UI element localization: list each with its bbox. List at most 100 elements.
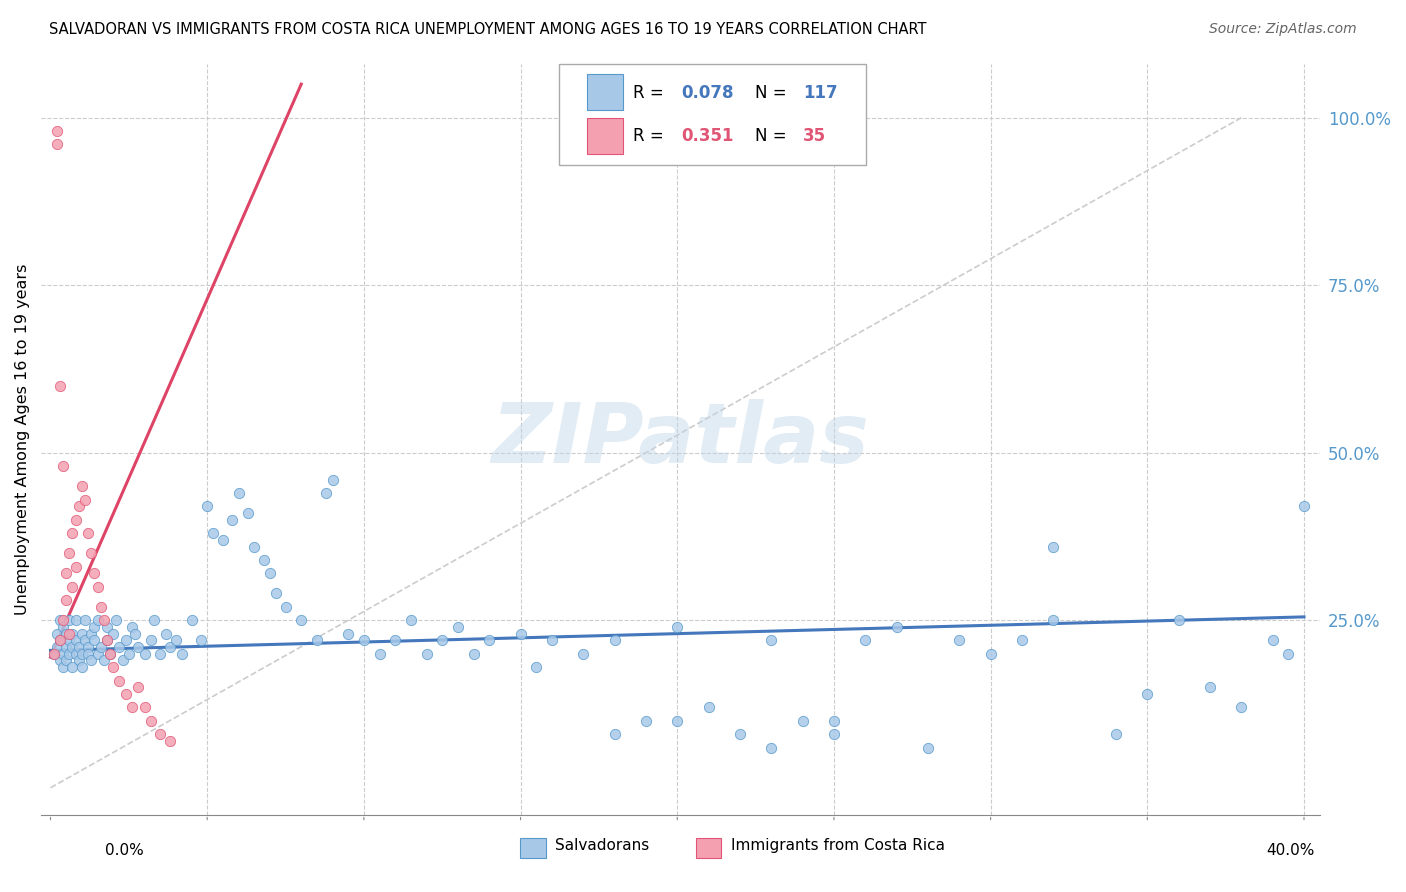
- Text: 35: 35: [803, 128, 827, 145]
- Point: [368, 647, 391, 661]
- Point: [90, 599, 112, 614]
- Point: [1136, 687, 1159, 701]
- Point: [415, 647, 437, 661]
- Point: [159, 734, 181, 748]
- Point: [121, 700, 143, 714]
- Point: [478, 633, 501, 648]
- Point: [73, 613, 96, 627]
- Point: [1167, 613, 1189, 627]
- Point: [853, 633, 876, 648]
- Point: [103, 660, 125, 674]
- Point: [353, 633, 375, 648]
- Point: [77, 526, 100, 541]
- Point: [55, 566, 77, 581]
- Point: [62, 580, 84, 594]
- Point: [58, 613, 80, 627]
- Point: [45, 640, 67, 654]
- Point: [67, 653, 90, 667]
- Point: [70, 479, 93, 493]
- Point: [761, 633, 783, 648]
- Point: [67, 640, 90, 654]
- Point: [172, 647, 194, 661]
- Point: [149, 647, 172, 661]
- Point: [165, 633, 187, 648]
- Point: [1261, 633, 1284, 648]
- Text: N =: N =: [755, 128, 792, 145]
- Point: [447, 620, 470, 634]
- Point: [134, 647, 156, 661]
- Text: Source: ZipAtlas.com: Source: ZipAtlas.com: [1209, 22, 1357, 37]
- Text: R =: R =: [633, 84, 669, 103]
- Text: ZIPatlas: ZIPatlas: [492, 399, 869, 480]
- Point: [603, 633, 626, 648]
- Point: [121, 620, 143, 634]
- Point: [236, 506, 259, 520]
- Text: 0.351: 0.351: [682, 128, 734, 145]
- Point: [149, 727, 172, 741]
- Point: [80, 653, 103, 667]
- Point: [86, 647, 108, 661]
- Point: [728, 727, 751, 741]
- Point: [1199, 680, 1222, 694]
- Point: [337, 626, 360, 640]
- Point: [524, 660, 547, 674]
- Point: [212, 533, 235, 547]
- Point: [73, 492, 96, 507]
- Point: [52, 620, 75, 634]
- Point: [45, 124, 67, 138]
- Point: [264, 586, 287, 600]
- Point: [58, 546, 80, 560]
- Point: [134, 700, 156, 714]
- Point: [139, 714, 162, 728]
- Text: 0.078: 0.078: [682, 84, 734, 103]
- Point: [274, 599, 297, 614]
- Point: [823, 727, 845, 741]
- Point: [55, 640, 77, 654]
- Point: [384, 633, 406, 648]
- Point: [83, 566, 105, 581]
- Point: [1105, 727, 1128, 741]
- Point: [432, 633, 454, 648]
- Point: [42, 647, 65, 661]
- Point: [290, 613, 312, 627]
- Point: [62, 640, 84, 654]
- Point: [52, 459, 75, 474]
- Text: 0.0%: 0.0%: [105, 843, 145, 858]
- Point: [73, 633, 96, 648]
- Point: [509, 626, 531, 640]
- Point: [259, 566, 281, 581]
- Point: [70, 660, 93, 674]
- Point: [42, 647, 65, 661]
- Point: [49, 653, 72, 667]
- Point: [195, 500, 218, 514]
- Point: [792, 714, 814, 728]
- Point: [58, 633, 80, 648]
- Point: [108, 640, 131, 654]
- Point: [65, 559, 87, 574]
- Point: [70, 647, 93, 661]
- Point: [127, 680, 149, 694]
- Point: [90, 640, 112, 654]
- Point: [86, 580, 108, 594]
- Point: [103, 626, 125, 640]
- Point: [98, 647, 121, 661]
- Point: [634, 714, 657, 728]
- Point: [917, 740, 939, 755]
- Text: Salvadorans: Salvadorans: [555, 838, 650, 854]
- Point: [155, 626, 177, 640]
- Point: [1277, 647, 1299, 661]
- Text: N =: N =: [755, 84, 792, 103]
- Text: 40.0%: 40.0%: [1267, 843, 1315, 858]
- Y-axis label: Unemployment Among Ages 16 to 19 years: Unemployment Among Ages 16 to 19 years: [15, 264, 30, 615]
- Point: [541, 633, 564, 648]
- Point: [202, 526, 225, 541]
- Point: [127, 640, 149, 654]
- Point: [58, 647, 80, 661]
- Point: [52, 647, 75, 661]
- Text: R =: R =: [633, 128, 669, 145]
- Point: [93, 653, 115, 667]
- Point: [142, 613, 165, 627]
- Point: [1011, 633, 1033, 648]
- Point: [572, 647, 595, 661]
- Point: [108, 673, 131, 688]
